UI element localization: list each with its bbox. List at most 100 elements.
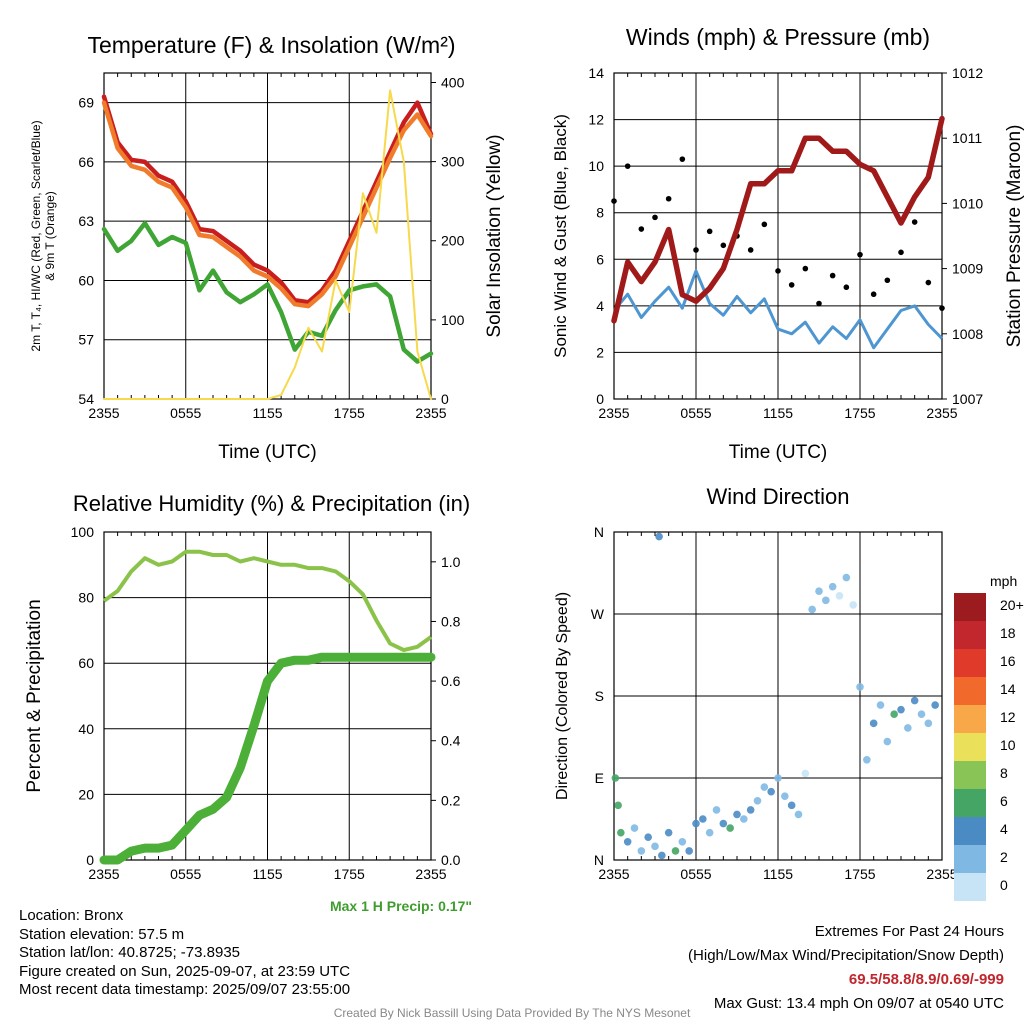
- wind-direction-point: [733, 810, 741, 819]
- wind-direction-point: [746, 806, 755, 814]
- legend-title: mph: [990, 573, 1017, 589]
- legend-swatch: [954, 761, 986, 789]
- gust-point: [816, 300, 822, 307]
- x-axis-label: Time (UTC): [218, 442, 317, 463]
- precipitation-line: [99, 652, 436, 865]
- wind-direction-point: [904, 724, 912, 732]
- y-tick-label: 40: [78, 721, 94, 737]
- gust-point: [870, 291, 877, 298]
- chart-title: Temperature (F) & Insolation (W/m²): [87, 32, 455, 58]
- temperature-series-line: [101, 94, 434, 305]
- y2-tick-label: 1011: [952, 130, 982, 146]
- wind-direction-point: [658, 851, 666, 860]
- legend-swatch: [954, 733, 986, 761]
- pressure-line: [611, 115, 945, 324]
- y-tick-label: 66: [78, 154, 94, 170]
- gust-point: [624, 163, 631, 169]
- elevation-text: Station elevation: 57.5 m: [19, 925, 185, 943]
- x-tick-label: 2355: [88, 866, 119, 882]
- x-tick-label: 1755: [334, 405, 365, 421]
- y-axis-label: & 9m T (Orange): [43, 191, 57, 281]
- y-axis-label: Sonic Wind & Gust (Blue, Black): [551, 114, 570, 358]
- x-tick-label: 1755: [844, 405, 875, 421]
- y-tick-label: 60: [78, 272, 94, 288]
- y2-tick-label: 1.0: [441, 554, 461, 570]
- wind-direction-point: [815, 587, 823, 596]
- wind-direction-point: [637, 847, 646, 855]
- wind-direction-point: [685, 847, 693, 855]
- wind-direction-point: [774, 774, 782, 782]
- gust-point: [911, 219, 918, 225]
- wind-direction-point: [876, 701, 885, 709]
- y2-tick-label: 200: [441, 233, 465, 249]
- wind-direction-point: [705, 828, 714, 837]
- y-tick-label: N: [594, 852, 604, 868]
- chart-title: Winds (mph) & Pressure (mb): [626, 24, 930, 50]
- wind-direction-point: [828, 582, 837, 591]
- extremes-info: Extremes For Past 24 Hours (High/Low/Max…: [688, 920, 1004, 1016]
- y2-tick-label: 0.2: [441, 792, 461, 808]
- y2-tick-label: 0: [441, 391, 449, 407]
- wind-direction-point: [611, 774, 620, 782]
- extremes-legend: (High/Low/Max Wind/Precipitation/Snow De…: [688, 947, 1004, 964]
- y-tick-label: W: [591, 606, 605, 622]
- wind-direction-point: [753, 796, 762, 805]
- y-tick-label: 10: [588, 158, 604, 174]
- chart-title: Wind Direction: [706, 484, 849, 509]
- legend-label: 6: [1000, 793, 1008, 809]
- wind-direction-point: [699, 815, 707, 823]
- location-text: Location: Bronx: [19, 907, 124, 924]
- y-tick-label: 54: [78, 391, 94, 407]
- x-tick-label: 2355: [88, 405, 119, 421]
- wind-speed-line: [612, 269, 944, 350]
- gust-point: [857, 251, 863, 258]
- wind-direction-point: [924, 719, 933, 728]
- created-text: Figure created on Sun, 2025-09-07, at 23…: [19, 962, 351, 980]
- y-tick-label: 69: [78, 95, 94, 111]
- wind-direction-point: [644, 833, 652, 842]
- x-tick-label: 2355: [598, 866, 629, 882]
- wind-direction-point: [917, 710, 926, 719]
- x-tick-label: 0555: [170, 866, 201, 882]
- y-axis-label: Percent & Precipitation: [24, 599, 45, 792]
- y-tick-label: 0: [596, 391, 604, 407]
- legend-label: 0: [1000, 877, 1008, 893]
- legend-label: 8: [1000, 765, 1008, 781]
- y-tick-label: 6: [596, 251, 604, 267]
- gust-point: [898, 249, 904, 256]
- extremes-title: Extremes For Past 24 Hours: [814, 923, 1004, 940]
- legend-swatch: [954, 817, 986, 845]
- x-tick-label: 2355: [415, 866, 446, 882]
- y-axis-label: 2m T, T₄, HI/WC (Red, Green, Scarlet/Blu…: [29, 120, 43, 351]
- y-tick-label: 0: [86, 852, 94, 868]
- x-tick-label: 2355: [415, 405, 446, 421]
- wind-direction-point: [726, 824, 734, 832]
- wind-direction-point: [897, 705, 905, 714]
- precip-annotation: Max 1 H Precip: 0.17": [330, 898, 472, 914]
- y2-tick-label: 1009: [952, 261, 983, 277]
- gust-point: [638, 226, 645, 232]
- temperature-series-line: [103, 89, 432, 400]
- y-tick-label: 80: [78, 590, 94, 606]
- wind-direction-point: [910, 696, 919, 705]
- y-tick-label: 60: [78, 655, 94, 671]
- gust-point: [775, 268, 781, 274]
- y2-tick-label: 100: [441, 312, 465, 328]
- plot-frame: [103, 531, 432, 861]
- wind-direction-point: [671, 847, 680, 855]
- wind-direction-point: [655, 532, 663, 541]
- gust-point: [939, 305, 945, 311]
- wind-direction-point: [801, 769, 810, 778]
- wind-direction-point: [781, 792, 789, 801]
- legend-swatch: [954, 621, 986, 649]
- wind-direction-point: [869, 719, 878, 728]
- gust-point: [802, 265, 809, 272]
- x-tick-label: 0555: [680, 866, 711, 882]
- legend-swatch: [954, 789, 986, 817]
- gust-point: [761, 221, 768, 228]
- wind-direction-point: [630, 824, 639, 832]
- wind-direction-point: [740, 815, 748, 823]
- y-tick-label: N: [594, 524, 604, 540]
- gust-point: [788, 282, 795, 288]
